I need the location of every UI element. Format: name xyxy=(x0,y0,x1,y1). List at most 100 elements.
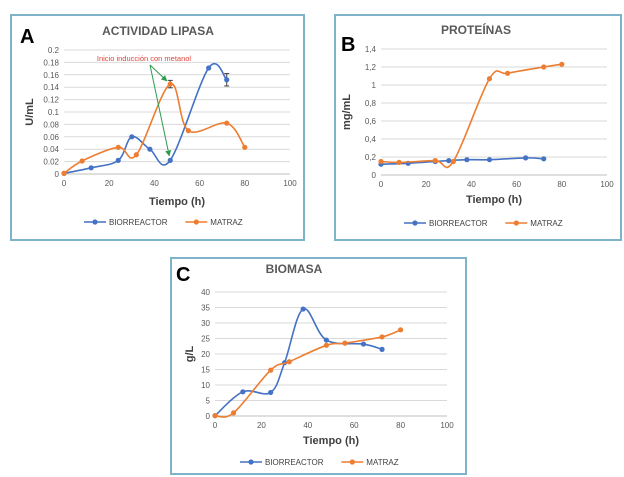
x-tick-label-a: 0 xyxy=(62,179,67,188)
y-tick-label-b: 1 xyxy=(372,81,377,90)
y-tick-label-c: 35 xyxy=(201,304,210,313)
data-point-matraz-a xyxy=(79,158,85,164)
y-tick-label-b: 1,2 xyxy=(365,63,377,72)
data-point-biorreactor-b xyxy=(464,157,470,163)
legend-label-matraz-b: MATRAZ xyxy=(530,219,562,228)
x-tick-label-b: 80 xyxy=(557,180,566,189)
data-point-matraz-a xyxy=(167,81,173,87)
series-line-matraz-a xyxy=(63,83,246,175)
y-tick-label-b: 0,6 xyxy=(365,117,377,126)
data-point-matraz-b xyxy=(559,61,565,67)
data-point-biorreactor-a xyxy=(115,157,121,163)
data-point-matraz-a xyxy=(115,144,121,150)
data-point-matraz-c xyxy=(342,340,348,346)
chart-title-a: ACTIVIDAD LIPASA xyxy=(102,24,214,38)
data-point-matraz-c xyxy=(268,367,274,373)
data-point-matraz-a xyxy=(224,120,230,126)
panel-letter-c: C xyxy=(176,264,191,286)
y-tick-label-a: 0.04 xyxy=(43,145,59,154)
legend-marker-matraz-c xyxy=(349,459,355,465)
x-tick-label-b: 40 xyxy=(467,180,476,189)
legend-marker-matraz-b xyxy=(513,220,519,226)
data-point-biorreactor-c xyxy=(240,389,246,395)
x-tick-label-a: 40 xyxy=(150,179,159,188)
y-tick-label-b: 0,4 xyxy=(365,135,377,144)
data-point-matraz-a xyxy=(185,128,191,134)
annotation-arrow-a xyxy=(149,64,172,157)
legend-marker-biorreactor-b xyxy=(412,220,418,226)
chart-title-c: BIOMASA xyxy=(266,262,323,276)
x-tick-label-a: 20 xyxy=(105,179,114,188)
data-point-matraz-c xyxy=(379,334,385,340)
y-tick-label-b: 0 xyxy=(372,171,377,180)
annotation-arrow-a xyxy=(149,64,168,82)
data-point-biorreactor-c xyxy=(379,346,385,352)
x-tick-label-b: 0 xyxy=(379,180,384,189)
y-tick-label-c: 5 xyxy=(206,397,211,406)
data-point-biorreactor-a xyxy=(206,65,212,71)
legend-label-biorreactor-b: BIORREACTOR xyxy=(429,219,488,228)
y-tick-label-c: 20 xyxy=(201,350,210,359)
y-tick-label-a: 0.18 xyxy=(43,58,59,67)
x-tick-label-a: 100 xyxy=(283,179,297,188)
legend-label-biorreactor-c: BIORREACTOR xyxy=(265,458,324,467)
data-point-biorreactor-a xyxy=(167,157,173,163)
data-point-biorreactor-a xyxy=(129,134,135,140)
data-point-matraz-a xyxy=(61,170,67,176)
legend-marker-biorreactor-a xyxy=(92,219,98,225)
data-point-matraz-a xyxy=(133,152,139,158)
data-point-matraz-c xyxy=(323,342,329,348)
data-point-biorreactor-a xyxy=(88,165,94,171)
x-tick-label-b: 60 xyxy=(512,180,521,189)
series-line-biorreactor-a xyxy=(63,62,228,175)
data-point-biorreactor-a xyxy=(147,146,153,152)
series-line-biorreactor-b xyxy=(380,157,544,165)
data-point-biorreactor-b xyxy=(486,157,493,163)
y-tick-label-c: 15 xyxy=(201,366,210,375)
data-point-biorreactor-c xyxy=(360,341,367,347)
y-axis-label-b: mg/mL xyxy=(341,94,353,130)
legend-marker-biorreactor-c xyxy=(248,459,254,465)
y-tick-label-a: 0.2 xyxy=(48,46,60,55)
y-tick-label-a: 0.06 xyxy=(43,133,59,142)
data-point-biorreactor-a xyxy=(224,77,230,83)
legend-label-matraz-c: MATRAZ xyxy=(366,458,398,467)
y-tick-label-c: 40 xyxy=(201,288,210,297)
panel-letter-b: B xyxy=(341,34,356,56)
y-axis-label-c: g/L xyxy=(184,345,196,362)
x-tick-label-c: 80 xyxy=(396,421,405,430)
panel-letter-a: A xyxy=(20,26,35,48)
x-tick-label-c: 0 xyxy=(213,421,218,430)
x-axis-label-c: Tiempo (h) xyxy=(303,435,359,447)
y-tick-label-c: 30 xyxy=(201,319,210,328)
y-tick-label-a: 0 xyxy=(55,170,60,179)
series-line-matraz-c xyxy=(214,329,401,418)
y-tick-label-c: 0 xyxy=(206,412,211,421)
data-point-matraz-b xyxy=(486,76,493,82)
data-point-matraz-b xyxy=(432,158,438,164)
chart-title-b: PROTEÍNAS xyxy=(441,22,511,37)
data-point-matraz-c xyxy=(212,413,218,419)
x-axis-label-b: Tiempo (h) xyxy=(466,194,522,206)
y-tick-label-a: 0.14 xyxy=(43,83,59,92)
data-point-matraz-b xyxy=(541,64,547,70)
x-tick-label-b: 100 xyxy=(600,180,614,189)
chart-panel-a xyxy=(10,14,305,241)
data-point-matraz-c xyxy=(230,410,237,416)
data-point-biorreactor-b xyxy=(446,158,452,164)
chart-panel-c xyxy=(170,257,467,475)
chart-panel-b xyxy=(334,14,622,241)
series-line-matraz-b xyxy=(380,63,562,169)
x-axis-label-a: Tiempo (h) xyxy=(149,196,205,208)
y-tick-label-b: 0,8 xyxy=(365,99,377,108)
data-point-biorreactor-c xyxy=(268,389,274,396)
x-tick-label-a: 80 xyxy=(240,179,249,188)
x-tick-label-c: 100 xyxy=(440,421,454,430)
x-tick-label-c: 60 xyxy=(350,421,359,430)
legend-label-matraz-a: MATRAZ xyxy=(210,218,242,227)
data-point-biorreactor-b xyxy=(523,155,529,161)
y-tick-label-a: 0.16 xyxy=(43,71,59,80)
x-tick-label-c: 40 xyxy=(303,421,312,430)
y-tick-label-a: 0.12 xyxy=(43,96,59,105)
